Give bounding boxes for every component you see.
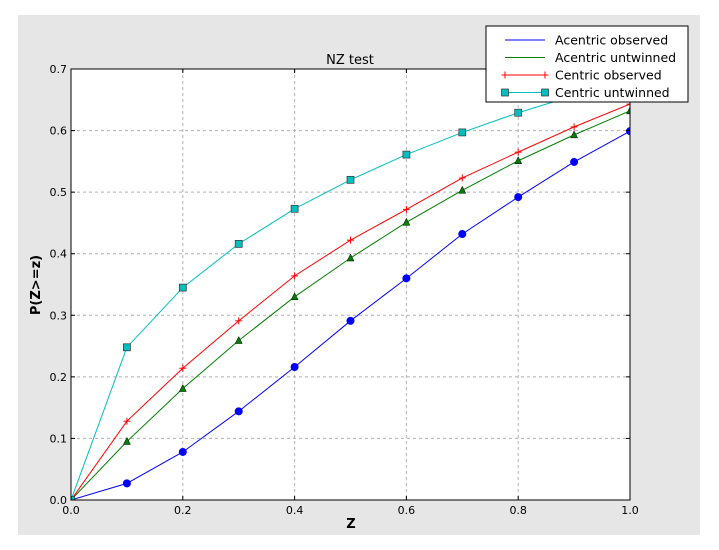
data-point-acentric-observed — [234, 407, 243, 416]
x-tick-label: 0.6 — [398, 504, 416, 517]
data-point-centric-observed — [514, 148, 522, 156]
data-point-acentric-untwinned — [402, 217, 411, 226]
data-point-centric-untwinned — [514, 108, 523, 117]
data-point-centric-observed — [570, 123, 578, 131]
x-tick-label: 0.2 — [174, 504, 192, 517]
data-point-centric-untwinned — [346, 175, 355, 184]
data-point-acentric-observed — [458, 230, 467, 239]
data-point-acentric-observed — [570, 157, 579, 166]
series-acentric-observed — [71, 127, 630, 500]
x-tick-label: 0.8 — [509, 504, 527, 517]
data-point-acentric-observed — [122, 479, 131, 488]
legend-label-centric-observed: Centric observed — [555, 68, 662, 83]
y-axis-label: P(Z>=z) — [29, 255, 44, 315]
data-point-acentric-untwinned — [570, 130, 579, 139]
data-point-centric-observed — [402, 205, 410, 213]
x-tick-label: 0.4 — [286, 504, 304, 517]
data-point-centric-untwinned — [123, 343, 131, 352]
x-tick-label: 1.0 — [621, 504, 639, 517]
data-point-acentric-untwinned — [626, 106, 630, 115]
series-centric-untwinned — [71, 75, 630, 500]
figure: 0.0 0.2 0.4 0.6 0.8 1.0 0.0 0.1 0.2 0.3 0.4 0.5 0.6 0… — [18, 15, 700, 535]
data-point-acentric-untwinned — [290, 292, 299, 301]
legend-box — [485, 25, 689, 103]
data-point-acentric-observed — [514, 193, 523, 202]
y-tick-label: 0.2 — [50, 371, 68, 384]
data-point-acentric-untwinned — [122, 436, 131, 445]
y-tick-label: 0.6 — [50, 125, 68, 138]
y-tick-label: 0.7 — [50, 63, 68, 76]
y-tick-label: 0.5 — [50, 186, 68, 199]
data-point-acentric-observed — [290, 363, 299, 372]
legend-marker-centric-untwinned — [501, 88, 509, 97]
legend-label-acentric-observed: Acentric observed — [555, 33, 668, 48]
data-point-acentric-observed — [346, 316, 355, 325]
data-point-centric-untwinned — [234, 240, 243, 248]
y-tick-label: 0.4 — [50, 248, 68, 261]
data-point-acentric-untwinned — [346, 253, 355, 262]
y-tick-label: 0.3 — [50, 309, 68, 322]
x-axis-label: Z — [346, 517, 355, 532]
legend-marker-centric-observed — [541, 71, 549, 79]
data-point-centric-observed — [626, 100, 630, 108]
data-point-centric-untwinned — [71, 496, 75, 500]
series-centric-observed — [71, 100, 630, 500]
data-point-centric-observed — [179, 364, 187, 372]
legend-label-acentric-untwinned: Acentric untwinned — [555, 50, 676, 65]
data-point-centric-observed — [235, 317, 243, 325]
data-point-centric-observed — [347, 236, 354, 244]
series-acentric-untwinned — [71, 106, 630, 500]
y-tick-label: 0.1 — [50, 432, 68, 445]
data-point-centric-observed — [123, 417, 131, 425]
chart-title: NZ test — [326, 53, 374, 68]
axes-frame — [70, 68, 631, 501]
legend-marker-centric-observed — [501, 71, 509, 79]
data-point-acentric-untwinned — [514, 156, 523, 164]
data-point-acentric-untwinned — [234, 335, 243, 344]
data-point-acentric-untwinned — [178, 383, 187, 392]
data-point-acentric-observed — [178, 447, 187, 456]
data-point-acentric-untwinned — [458, 185, 467, 194]
x-tick-label: 0.0 — [62, 504, 80, 517]
data-point-centric-untwinned — [178, 283, 187, 292]
data-point-centric-untwinned — [402, 150, 411, 159]
legend: Acentric observed Acentric untwinned Centr… — [485, 25, 689, 103]
legend-label-centric-untwinned: Centric untwinned — [555, 85, 670, 100]
data-point-centric-observed — [458, 174, 466, 182]
data-point-centric-untwinned — [290, 204, 299, 213]
data-point-centric-observed — [291, 272, 299, 280]
legend-marker-centric-untwinned — [541, 88, 549, 97]
data-point-acentric-observed — [402, 274, 411, 283]
data-point-acentric-observed — [626, 127, 630, 136]
plot-area — [71, 69, 630, 500]
data-point-centric-untwinned — [458, 128, 467, 137]
y-tick-label: 0.0 — [50, 494, 68, 507]
